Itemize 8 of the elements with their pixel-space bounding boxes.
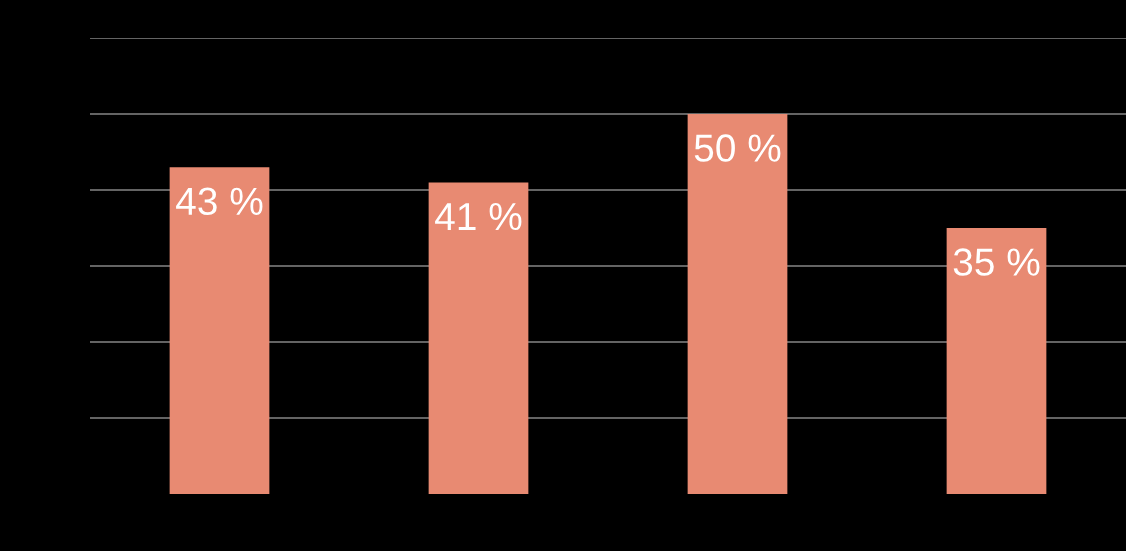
bar — [946, 228, 1047, 494]
data-label: 41 % — [435, 202, 522, 231]
bar — [428, 182, 529, 494]
data-label: 50 % — [694, 134, 781, 162]
bar — [169, 167, 270, 494]
bar — [687, 114, 788, 494]
data-label: 43 % — [176, 187, 263, 216]
data-label: 35 % — [953, 248, 1040, 276]
